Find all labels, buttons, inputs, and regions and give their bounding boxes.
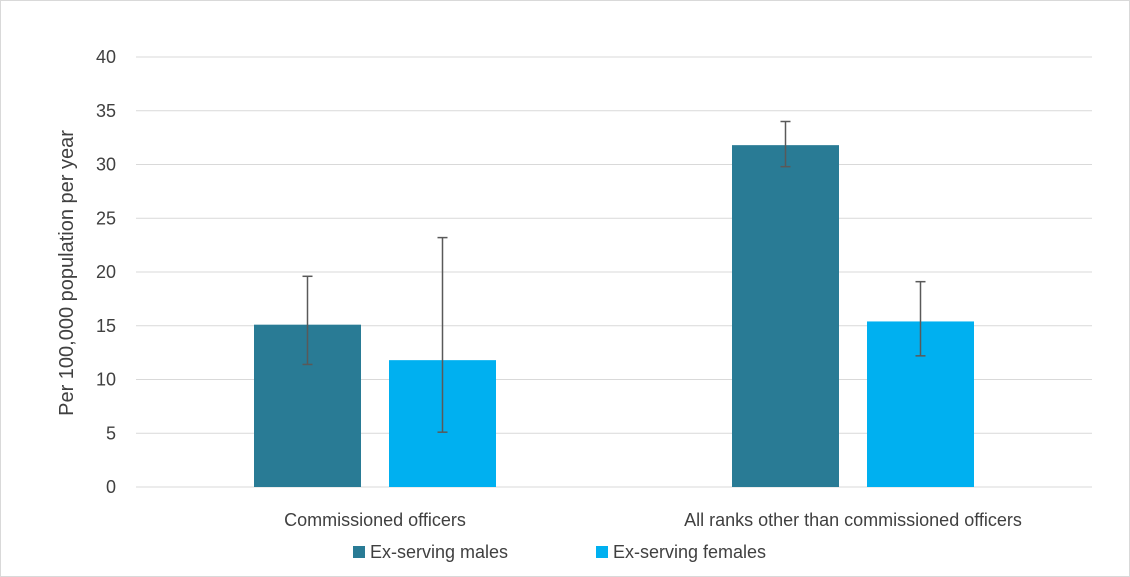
legend: Ex-serving males Ex-serving females	[353, 542, 766, 562]
y-axis-ticks: 0 5 10 15 20 25 30 35 40	[96, 47, 116, 497]
y-tick-label: 25	[96, 208, 116, 228]
y-tick-label: 20	[96, 262, 116, 282]
x-tick-label: All ranks other than commissioned office…	[684, 510, 1022, 530]
y-tick-label: 35	[96, 101, 116, 121]
y-tick-label: 40	[96, 47, 116, 67]
legend-swatch	[596, 546, 608, 558]
bars	[254, 145, 974, 487]
legend-label: Ex-serving females	[613, 542, 766, 562]
y-tick-label: 30	[96, 155, 116, 175]
legend-swatch	[353, 546, 365, 558]
y-tick-label: 15	[96, 316, 116, 336]
y-axis-label: Per 100,000 population per year	[56, 130, 78, 416]
y-tick-label: 10	[96, 370, 116, 390]
x-tick-label: Commissioned officers	[284, 510, 466, 530]
y-tick-label: 5	[106, 423, 116, 443]
bar	[732, 145, 839, 487]
error-bars	[302, 120, 926, 433]
y-tick-label: 0	[106, 477, 116, 497]
x-axis-ticks: Commissioned officers All ranks other tha…	[284, 510, 1022, 530]
legend-label: Ex-serving males	[370, 542, 508, 562]
